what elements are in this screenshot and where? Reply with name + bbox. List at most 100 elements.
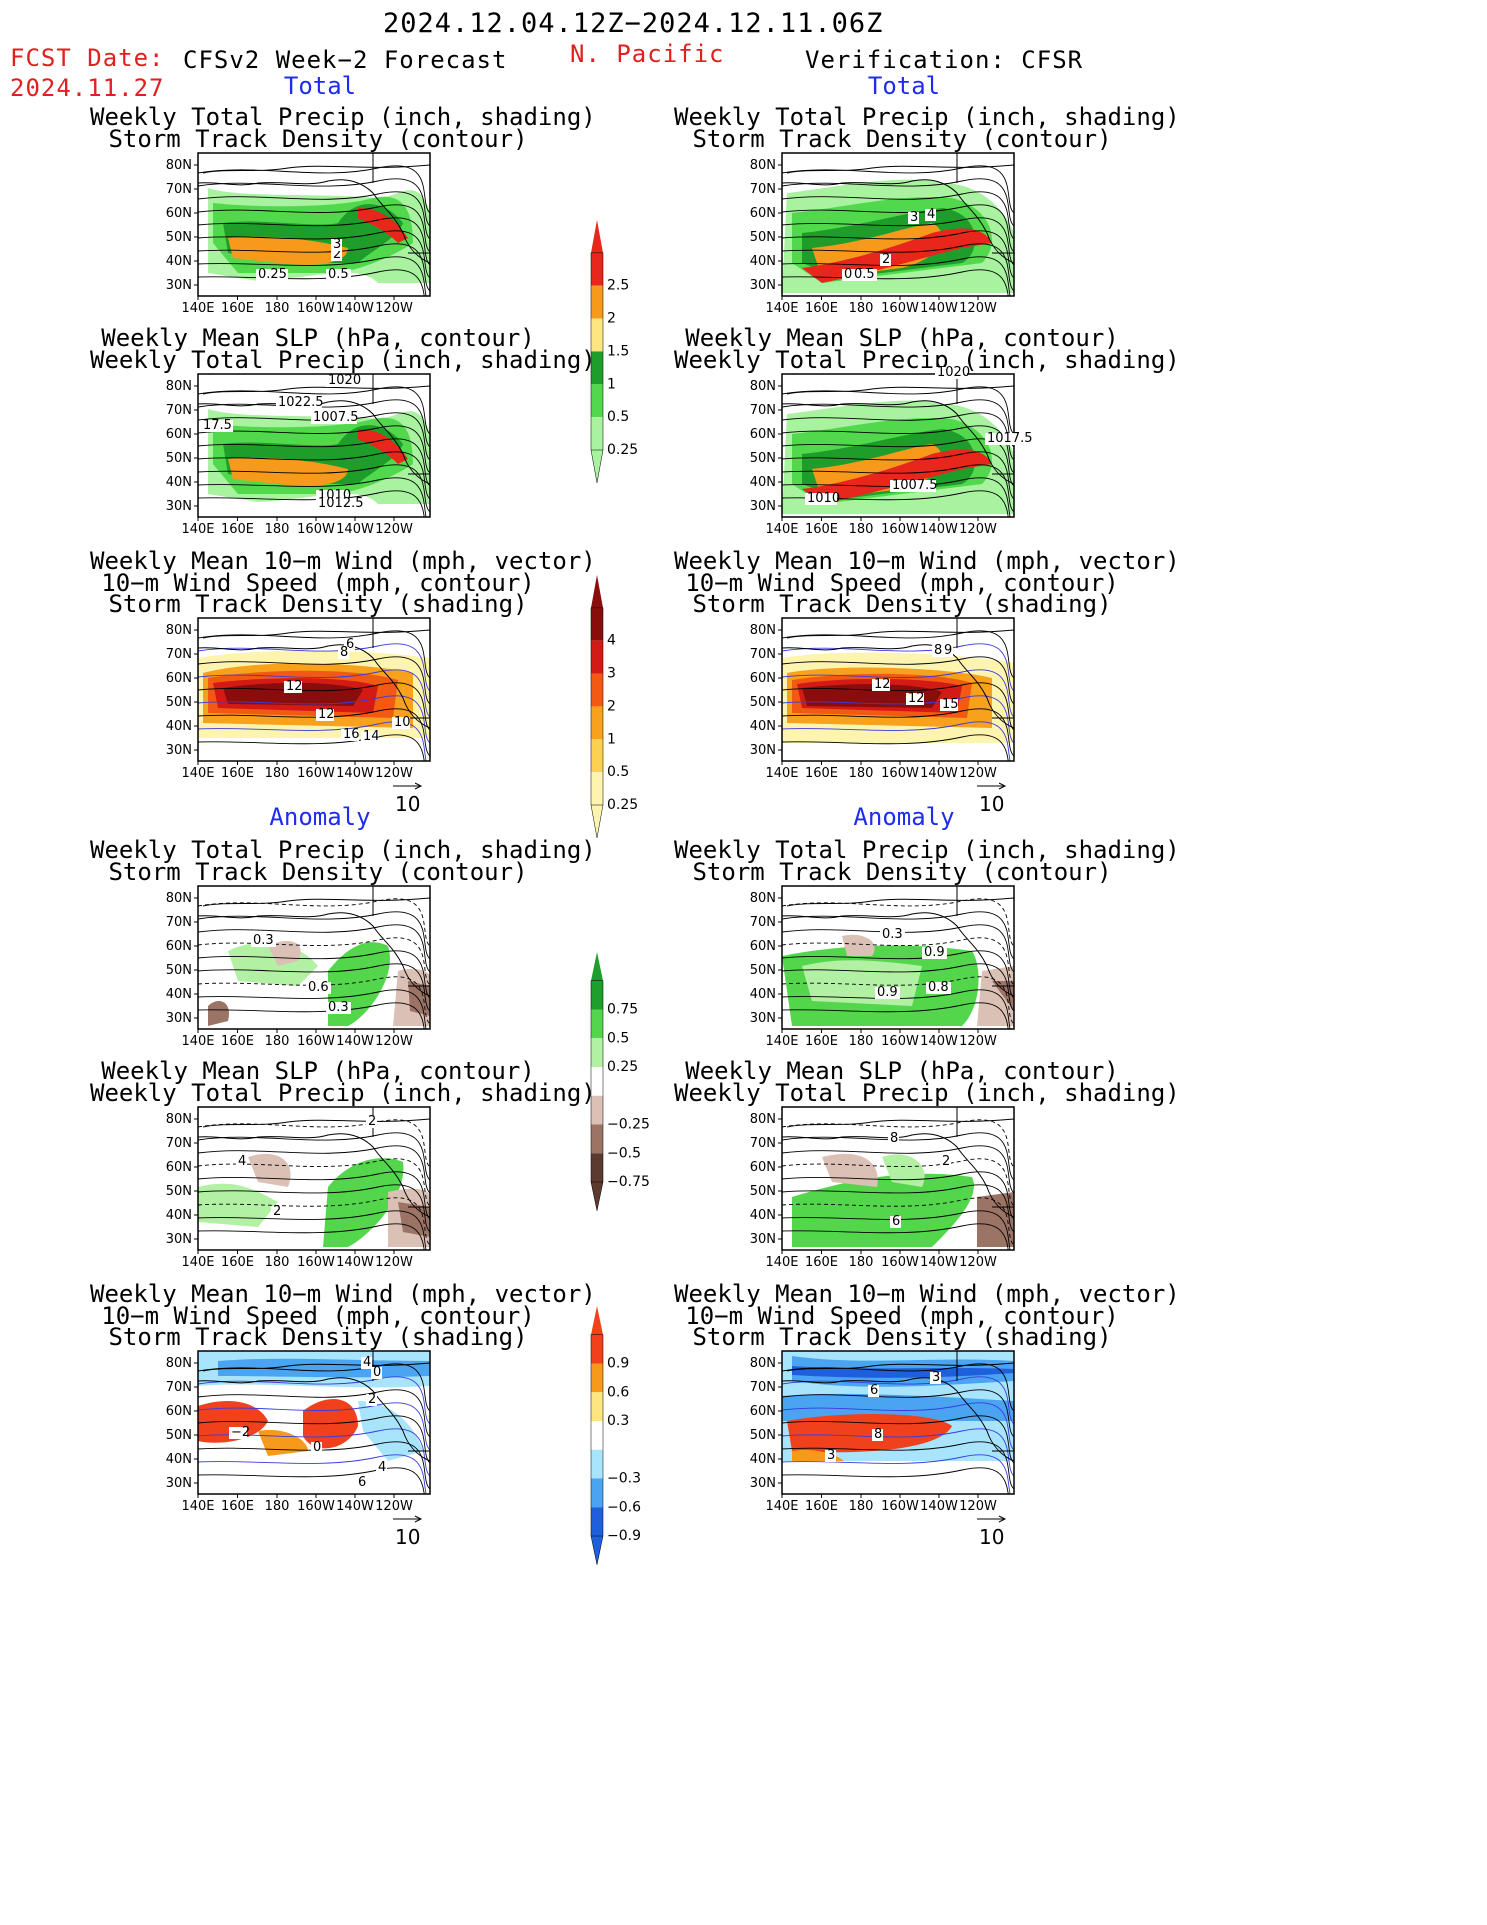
colorbar-swatch [591, 980, 603, 1010]
contour-line [198, 656, 430, 705]
vector-ref-label: 10 [979, 792, 1005, 816]
colorbar-swatch [591, 351, 603, 385]
shading-region [358, 208, 408, 243]
lon-tick-label: 120W [375, 522, 413, 537]
contour-label: 12 [874, 677, 891, 692]
lat-tick-label: 50N [750, 230, 776, 245]
contour-line [782, 950, 1014, 999]
contour-line [198, 924, 430, 973]
lon-tick-label: 120W [959, 1499, 997, 1514]
contour-line [782, 1184, 1014, 1233]
lon-tick-label: 160E [805, 301, 838, 316]
lon-tick-label: 120W [959, 301, 997, 316]
lon-tick-label: 180 [265, 522, 290, 537]
map-frame [781, 373, 1015, 518]
lon-tick-label: 160W [881, 1255, 919, 1270]
colorbar-label: 0.6 [607, 1384, 629, 1400]
contour-line [782, 630, 1014, 679]
contour-line [782, 386, 1014, 435]
contour-line [198, 451, 430, 500]
lon-tick-label: 140E [181, 1034, 214, 1049]
contour-label: 8 [874, 1427, 882, 1442]
lat-tick-label: 60N [166, 206, 192, 221]
colorbar-label: 0.25 [607, 1059, 638, 1075]
lon-tick-label: 140W [920, 766, 958, 781]
lat-tick-label: 80N [750, 1112, 776, 1127]
contour-line [782, 1402, 1014, 1451]
contour-line [782, 656, 1014, 705]
contour-label: 0.3 [882, 927, 903, 942]
colorbar-label: −0.5 [607, 1145, 641, 1161]
contour-label: 16 [343, 727, 360, 742]
colorbar-label: 0.25 [607, 442, 638, 458]
colorbar-swatch [591, 673, 603, 707]
coastline [198, 153, 430, 264]
p1L-title-2: Storm Track Density (contour) [108, 125, 528, 153]
anomaly-label-right: Anomaly [853, 803, 955, 831]
contour-line [782, 1428, 1014, 1477]
contour-line [782, 1363, 1014, 1412]
map-frame [781, 885, 1015, 1030]
contour-line [782, 1002, 1009, 1029]
lat-tick-label: 60N [750, 1404, 776, 1419]
region-title: N. Pacific [570, 40, 725, 68]
p4R-title-1: Weekly Total Precip (inch, shading) [674, 836, 1180, 864]
colorbar-swatch [591, 607, 603, 641]
map-svg: 80N 70N 60N 50N 40N 30N 140E 160E 180 160W 140W 120… [750, 1350, 1015, 1514]
contour-label: 0.25 [258, 267, 287, 282]
contour-line [198, 425, 430, 474]
lat-tick-label: 80N [750, 379, 776, 394]
p6L-title-1: Weekly Mean 10−m Wind (mph, vector) [90, 1280, 596, 1308]
lon-tick-label: 160E [805, 1255, 838, 1270]
lat-tick-label: 60N [166, 671, 192, 686]
colorbar-swatch [591, 1363, 603, 1393]
p2L-title-2: Weekly Total Precip (inch, shading) [90, 346, 596, 374]
contour-label: 3 [910, 210, 918, 225]
colorbar-swatch [591, 1392, 603, 1421]
contour-label: 1010 [807, 491, 840, 506]
contour-line [782, 924, 1014, 973]
lat-tick-label: 80N [750, 158, 776, 173]
contour-line [782, 230, 1014, 279]
p3R-title-1: Weekly Mean 10−m Wind (mph, vector) [674, 547, 1180, 575]
p5R-title-1: Weekly Mean SLP (hPa, contour) [685, 1057, 1119, 1085]
vector-ref-p3L: 10 [393, 782, 423, 816]
colorbar-label: −0.75 [607, 1174, 650, 1190]
lat-tick-label: 40N [166, 1452, 192, 1467]
colorbar-swatch [591, 1009, 603, 1039]
colorbar-label: −0.25 [607, 1117, 650, 1133]
shading-region [198, 1183, 278, 1227]
lat-tick-label: 40N [166, 1208, 192, 1223]
map-svg: 80N 70N 60N 50N 40N 30N 140E 160E 180 160W 140W 120… [750, 152, 1015, 316]
p5L-title-2: Weekly Total Precip (inch, shading) [90, 1079, 596, 1107]
contour-line [198, 1376, 430, 1425]
contour-line [782, 963, 1014, 1012]
colorbar-swatch [591, 640, 603, 674]
vector-ref-p6R: 10 [977, 1515, 1007, 1549]
colorbar-swatch [591, 1334, 603, 1364]
lon-tick-label: 120W [375, 1499, 413, 1514]
lat-tick-label: 60N [166, 939, 192, 954]
lon-tick-label: 160W [297, 1499, 335, 1514]
contour-line [782, 1441, 1014, 1490]
lat-tick-label: 80N [166, 379, 192, 394]
contour-line [198, 256, 427, 296]
lat-tick-label: 40N [166, 475, 192, 490]
vector-ref-p6L: 10 [393, 1515, 423, 1549]
colorbar-swatch [591, 1478, 603, 1508]
colorbar-swatch [591, 1153, 603, 1182]
coastline [782, 886, 1014, 997]
map-frame [781, 1106, 1015, 1251]
contour-line [782, 464, 1014, 513]
contour-label: −2 [231, 1425, 250, 1440]
colorbar-label: 3 [607, 666, 616, 682]
contour-label: 0.9 [924, 945, 945, 960]
shading-region [842, 934, 875, 956]
contour-line [782, 1389, 1014, 1438]
lon-tick-label: 160E [221, 301, 254, 316]
lat-tick-label: 80N [166, 891, 192, 906]
map-frame [781, 152, 1015, 297]
lat-tick-label: 30N [166, 1011, 192, 1026]
contour-line [198, 412, 430, 461]
contour-line [782, 911, 1014, 960]
